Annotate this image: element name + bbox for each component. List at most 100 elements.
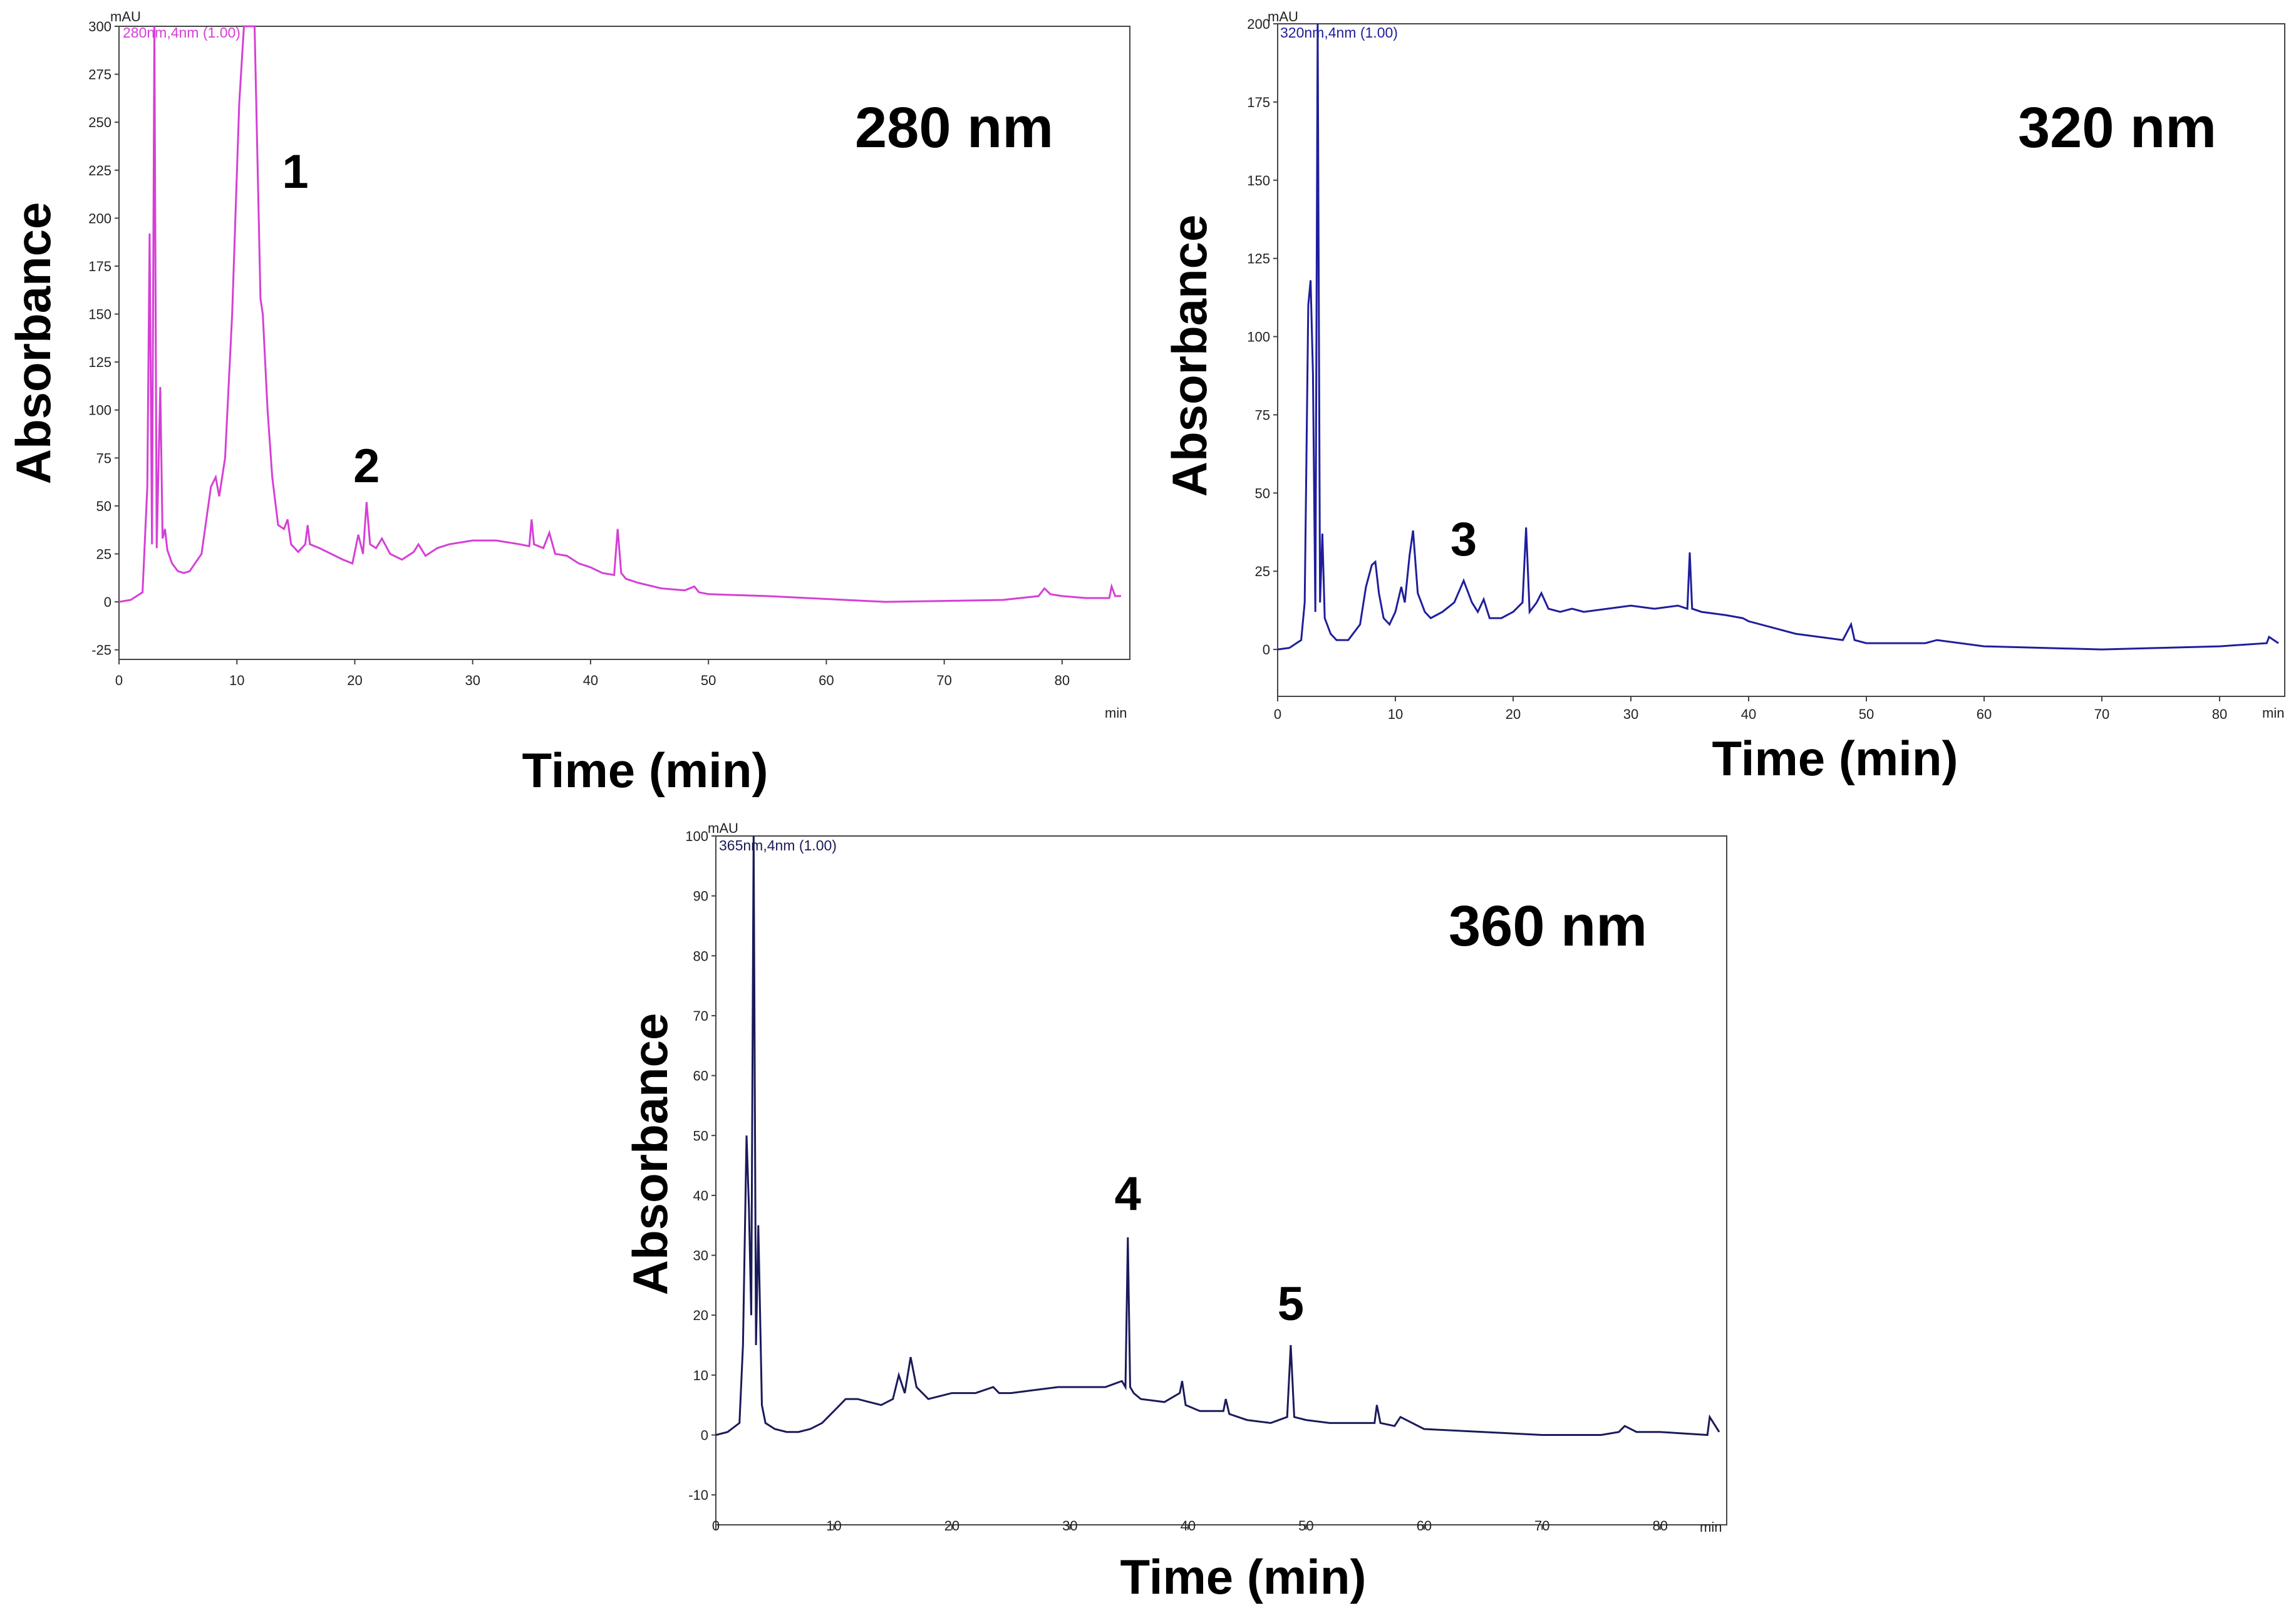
y-tick-label: 50 bbox=[693, 1128, 708, 1143]
x-tick-label: 10 bbox=[229, 673, 244, 688]
x-tick-label: 20 bbox=[944, 1518, 959, 1534]
y-tick-label: 250 bbox=[88, 115, 111, 130]
trace-280nm bbox=[118, 25, 1121, 603]
x-axis-title: Time (min) bbox=[522, 743, 768, 798]
peak-label-1: 1 bbox=[282, 145, 308, 199]
trace-label: 320nm,4nm (1.00) bbox=[1280, 24, 1398, 41]
peak-label-2: 2 bbox=[353, 440, 380, 493]
y-tick-label: 125 bbox=[1247, 251, 1270, 267]
trace-365nm bbox=[715, 835, 1720, 1437]
peak-labels: 3 bbox=[1451, 513, 1477, 566]
y-tick-label: 80 bbox=[693, 948, 708, 964]
y-tick-label: 75 bbox=[96, 450, 111, 466]
x-tick-label: 0 bbox=[115, 673, 123, 688]
y-unit-label: mAU bbox=[110, 9, 141, 24]
y-tick-label: 0 bbox=[104, 594, 111, 610]
y-tick-label: 20 bbox=[693, 1308, 708, 1323]
chart-title: 280 nm bbox=[855, 96, 1053, 160]
y-tick-label: 60 bbox=[693, 1068, 708, 1084]
plot-frame bbox=[1277, 23, 2285, 697]
trace-label: 365nm,4nm (1.00) bbox=[719, 837, 837, 854]
y-tick-label: 150 bbox=[1247, 173, 1270, 188]
y-tick-label: 25 bbox=[1255, 564, 1270, 579]
x-tick-label: 40 bbox=[583, 673, 598, 688]
trace-label: 280nm,4nm (1.00) bbox=[123, 24, 240, 41]
x-tick-label: 80 bbox=[1055, 673, 1070, 688]
x-tick-label: 10 bbox=[826, 1518, 841, 1534]
x-axis-title: Time (min) bbox=[1712, 731, 1958, 786]
y-tick-label: 70 bbox=[693, 1008, 708, 1024]
y-tick-label: 90 bbox=[693, 889, 708, 904]
peak-label-3: 3 bbox=[1451, 513, 1477, 566]
y-tick-label: 10 bbox=[693, 1368, 708, 1383]
x-tick-label: 80 bbox=[1653, 1518, 1668, 1534]
y-tick-label: 125 bbox=[88, 354, 111, 370]
y-tick-label: 0 bbox=[1263, 642, 1270, 658]
x-tick-label: 0 bbox=[1274, 706, 1281, 722]
x-tick-label: 40 bbox=[1741, 706, 1756, 722]
y-unit-label: mAU bbox=[1268, 9, 1298, 24]
chart-title: 320 nm bbox=[2018, 96, 2216, 160]
axis-ticks: 0 25 50 75 100 125 150 175 200 0 10 20 30 40 50 60 70 80 bbox=[1247, 16, 2227, 722]
x-tick-label: 70 bbox=[1534, 1518, 1549, 1534]
y-axis-title: Absorbance bbox=[1162, 215, 1217, 497]
y-tick-label: 200 bbox=[88, 210, 111, 226]
x-tick-label: 70 bbox=[936, 673, 951, 688]
plot-frame bbox=[118, 26, 1130, 660]
y-tick-label: 300 bbox=[88, 19, 111, 34]
x-tick-label: 50 bbox=[1298, 1518, 1313, 1534]
peak-label-4: 4 bbox=[1115, 1167, 1141, 1220]
x-tick-label: 60 bbox=[1417, 1518, 1432, 1534]
y-tick-label: 200 bbox=[1247, 16, 1270, 32]
y-tick-label: 100 bbox=[1247, 329, 1270, 345]
x-tick-label: 30 bbox=[465, 673, 480, 688]
y-tick-label: 275 bbox=[88, 67, 111, 83]
y-tick-label: 175 bbox=[1247, 95, 1270, 110]
y-tick-label: 50 bbox=[1255, 485, 1270, 501]
chart-280nm: -25 0 25 50 75 100 125 150 175 200 225 250 275 300 0 10… bbox=[6, 9, 1130, 798]
x-tick-label: 60 bbox=[819, 673, 834, 688]
trace-320nm bbox=[1277, 23, 2279, 651]
y-tick-label: 0 bbox=[701, 1428, 708, 1443]
plot-frame bbox=[715, 835, 1727, 1525]
x-tick-label: 30 bbox=[1623, 706, 1638, 722]
y-tick-label: 100 bbox=[685, 828, 708, 844]
y-axis-title: Absorbance bbox=[623, 1013, 678, 1296]
x-unit-label: min bbox=[2262, 705, 2284, 721]
axis-ticks: -25 0 25 50 75 100 125 150 175 200 225 250 275 300 0 10… bbox=[88, 19, 1070, 688]
x-axis-title: Time (min) bbox=[1120, 1549, 1367, 1604]
x-tick-label: 20 bbox=[347, 673, 362, 688]
x-unit-label: min bbox=[1700, 1519, 1722, 1535]
x-tick-label: 40 bbox=[1181, 1518, 1196, 1534]
chart-title: 360 nm bbox=[1449, 894, 1647, 958]
y-unit-label: mAU bbox=[708, 820, 738, 836]
y-tick-label: 30 bbox=[693, 1248, 708, 1264]
x-tick-label: 30 bbox=[1062, 1518, 1077, 1534]
x-unit-label: min bbox=[1105, 705, 1127, 721]
peak-labels: 12 bbox=[282, 145, 380, 493]
x-tick-label: 70 bbox=[2094, 706, 2109, 722]
x-tick-label: 20 bbox=[1506, 706, 1521, 722]
y-tick-label: 75 bbox=[1255, 407, 1270, 423]
x-tick-label: 50 bbox=[1859, 706, 1874, 722]
peak-labels: 45 bbox=[1115, 1167, 1304, 1331]
x-tick-label: 60 bbox=[1977, 706, 1992, 722]
y-tick-label: 25 bbox=[96, 547, 111, 562]
x-tick-label: 80 bbox=[2212, 706, 2227, 722]
x-tick-label: 50 bbox=[701, 673, 716, 688]
y-tick-label: 150 bbox=[88, 307, 111, 323]
y-tick-label: 175 bbox=[88, 259, 111, 274]
y-tick-label: 40 bbox=[693, 1188, 708, 1204]
y-tick-label: -25 bbox=[91, 642, 111, 658]
x-tick-label: 0 bbox=[712, 1518, 720, 1534]
y-tick-label: 100 bbox=[88, 403, 111, 418]
y-tick-label: 225 bbox=[88, 163, 111, 178]
y-tick-label: -10 bbox=[688, 1487, 708, 1503]
peak-label-5: 5 bbox=[1278, 1277, 1304, 1331]
y-axis-title: Absorbance bbox=[6, 202, 61, 485]
x-tick-label: 10 bbox=[1388, 706, 1403, 722]
